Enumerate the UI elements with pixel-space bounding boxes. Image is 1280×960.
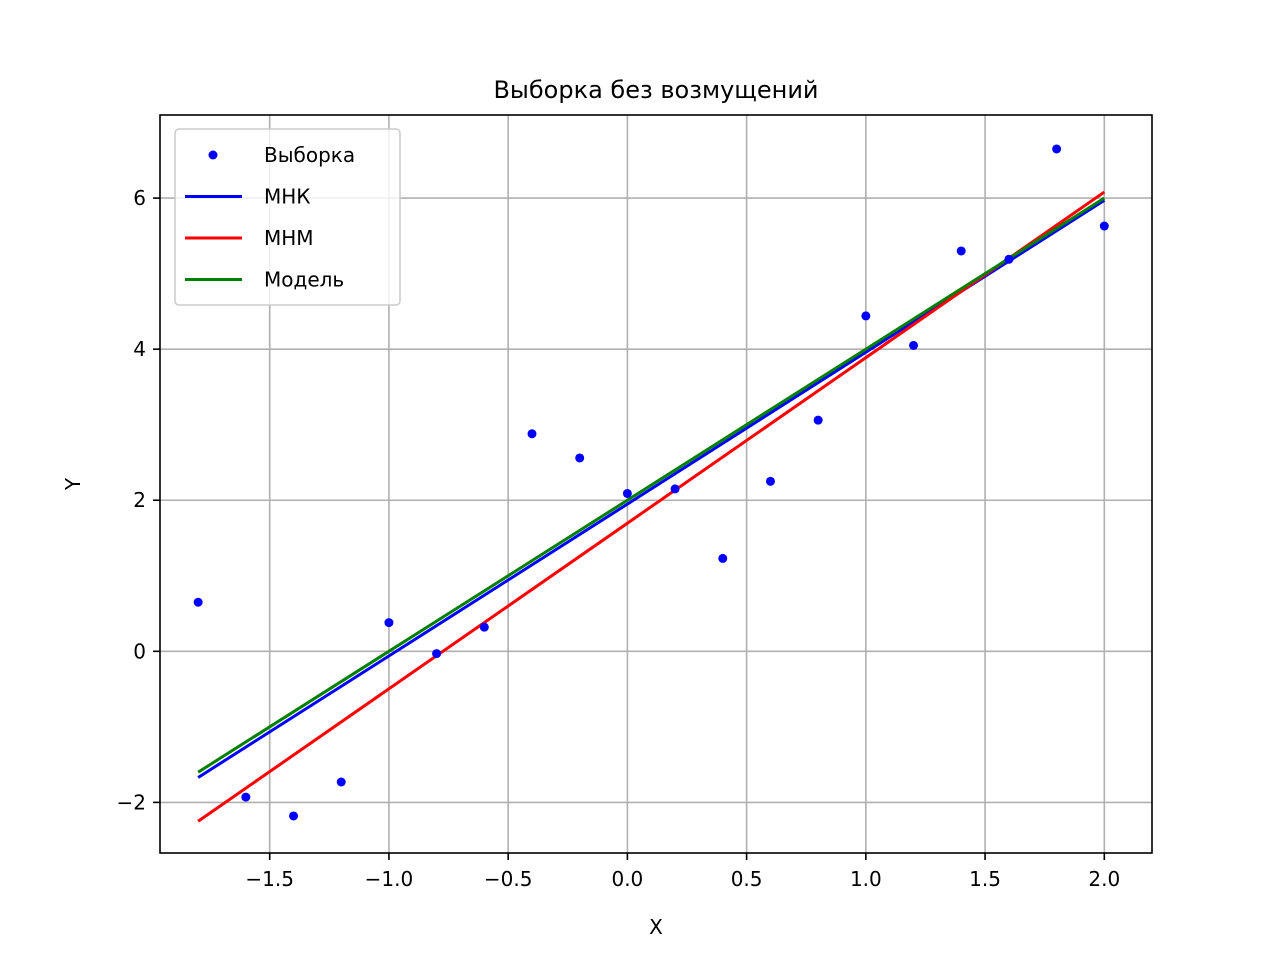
data-point (861, 311, 871, 321)
legend-label: Модель (264, 268, 344, 292)
data-point (1099, 221, 1109, 231)
data-point (670, 484, 680, 494)
x-axis-title: X (649, 915, 663, 939)
data-point (909, 340, 919, 350)
x-tick-label: 2.0 (1088, 867, 1120, 891)
data-point (575, 453, 585, 463)
data-point (956, 246, 966, 256)
data-point (241, 792, 251, 802)
data-point (336, 777, 346, 787)
legend-label: Выборка (264, 143, 355, 167)
x-tick-label: 1.0 (850, 867, 882, 891)
data-point (813, 415, 823, 425)
data-point (1052, 144, 1062, 154)
data-point (479, 622, 489, 632)
x-tick-label: −1.0 (365, 867, 414, 891)
data-point (622, 488, 632, 498)
legend-label: МНК (264, 185, 311, 209)
series-line-Модель (197, 196, 1106, 774)
data-point (1004, 254, 1014, 264)
legend-marker (208, 150, 218, 160)
chart-title: Выборка без возмущений (493, 76, 818, 104)
data-point (289, 811, 299, 821)
data-point (527, 429, 537, 439)
ticks: −1.5 −1.0 −0.5 0.0 0.5 1.0 1.5 2.0 −2 0 2 4 6 (117, 186, 1121, 891)
y-tick-label: 0 (133, 639, 146, 663)
series-line-МНМ (197, 190, 1106, 823)
data-point (384, 618, 394, 628)
legend: Выборка МНК МНМ Модель (174, 128, 401, 306)
axes-frame (159, 114, 1153, 854)
y-tick-label: 6 (133, 186, 146, 210)
x-tick-label: −0.5 (484, 867, 533, 891)
data-point (765, 476, 775, 486)
plot-lines (197, 190, 1106, 823)
y-tick-label: −2 (117, 790, 146, 814)
data-point (193, 597, 203, 607)
x-tick-label: 0.0 (611, 867, 643, 891)
x-tick-label: 1.5 (969, 867, 1001, 891)
x-tick-label: −1.5 (245, 867, 294, 891)
plot-points (193, 144, 1109, 821)
data-point (432, 649, 442, 659)
data-point (718, 553, 728, 563)
x-tick-label: 0.5 (731, 867, 763, 891)
legend-box (174, 128, 401, 306)
grid (160, 115, 1152, 853)
y-tick-label: 4 (133, 337, 146, 361)
y-tick-label: 2 (133, 488, 146, 512)
legend-label: МНМ (264, 226, 314, 250)
y-axis-title: Y (61, 477, 85, 491)
